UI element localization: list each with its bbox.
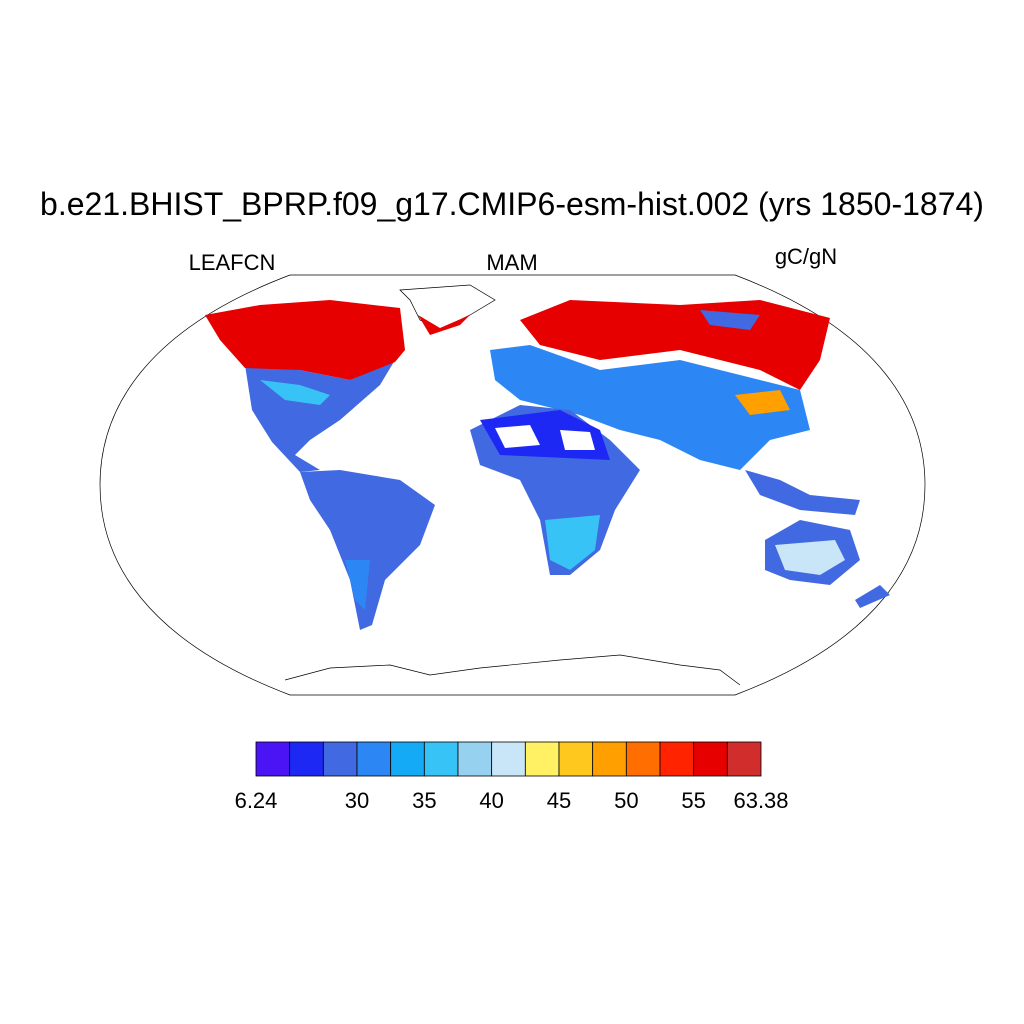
colorbar-box: [491, 741, 526, 777]
right-label: gC/gN: [775, 244, 837, 269]
colorbar-box: [726, 741, 762, 777]
title: b.e21.BHIST_BPRP.f09_g17.CMIP6-esm-hist.…: [40, 186, 984, 222]
colorbar-box: [457, 741, 493, 777]
land: [700, 310, 760, 330]
colorbar-box: [625, 741, 661, 777]
colorbar-box: [423, 741, 459, 777]
colorbar-label: 50: [614, 788, 638, 813]
colorbar-box: [356, 741, 392, 777]
colorbar-box: [592, 741, 627, 777]
colorbar-label: 45: [547, 788, 571, 813]
center-label: MAM: [486, 250, 537, 275]
colorbar-label: 55: [681, 788, 705, 813]
land: [490, 345, 810, 470]
colorbar-label: 63.38: [733, 788, 788, 813]
land: [545, 515, 600, 570]
colorbar-box: [693, 741, 728, 777]
colorbar-label: 40: [479, 788, 503, 813]
colorbar-label: 6.24: [235, 788, 278, 813]
land: [418, 315, 470, 335]
land: [855, 585, 890, 608]
colorbar: 6.24 30 35 40 45 50 55 63.38: [235, 741, 789, 813]
colorbar-label: 35: [412, 788, 436, 813]
land: [775, 540, 845, 575]
map: [99, 274, 926, 696]
land: [745, 470, 860, 515]
colorbar-box: [659, 741, 695, 777]
land: [495, 425, 595, 450]
coastline: [284, 654, 741, 686]
colorbar-box: [255, 741, 291, 777]
colorbar-box: [390, 741, 425, 777]
land: [205, 300, 405, 380]
land: [735, 390, 790, 415]
colorbar-box: [322, 741, 358, 777]
left-label: LEAFCN: [189, 250, 276, 275]
land: [260, 380, 330, 405]
land: [345, 560, 370, 610]
colorbar-box: [524, 741, 560, 777]
land: [300, 470, 435, 630]
colorbar-box: [289, 741, 324, 777]
colorbar-label: 30: [345, 788, 369, 813]
colorbar-box: [558, 741, 594, 777]
